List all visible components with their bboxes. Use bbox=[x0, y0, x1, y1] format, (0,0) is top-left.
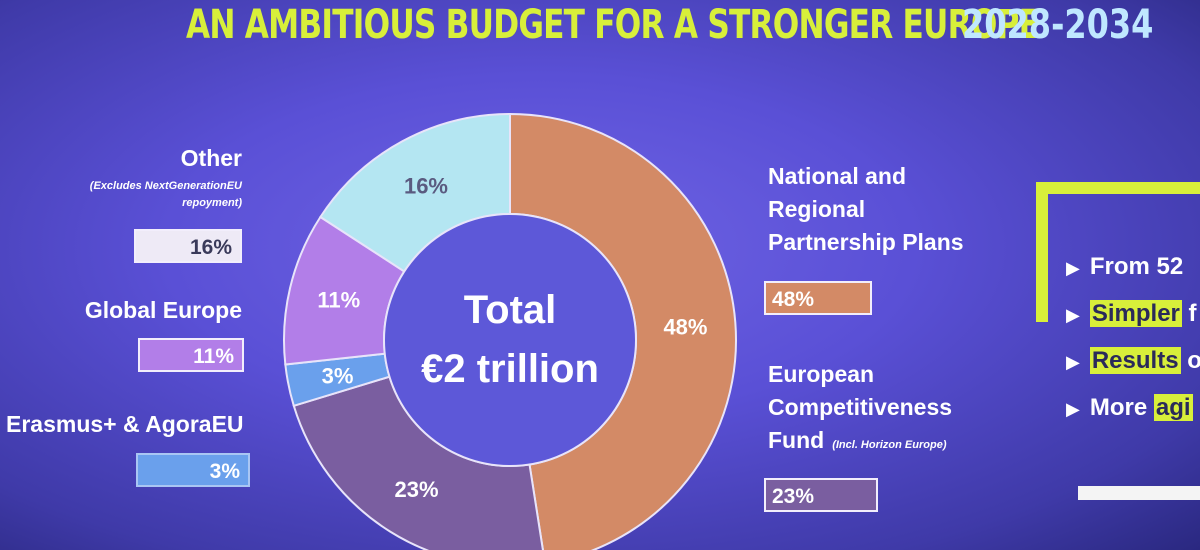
slice-label: 16% bbox=[404, 173, 448, 198]
slice-label: 11% bbox=[317, 287, 360, 312]
highlight-panel-frame bbox=[1036, 182, 1200, 322]
legend-competitiveness-label: European Competitiveness Fund (Incl. Hori… bbox=[768, 361, 953, 453]
legend-other-label: Other bbox=[180, 145, 242, 171]
bullet-item: ▶ From 52 bbox=[1066, 253, 1184, 280]
arrow-icon: ▶ bbox=[1066, 258, 1080, 278]
bullet-item: ▶ More agi bbox=[1066, 394, 1193, 421]
center-total-label: Total bbox=[464, 288, 557, 332]
arrow-icon: ▶ bbox=[1066, 305, 1080, 325]
legend-erasmus-value: 3% bbox=[136, 453, 250, 487]
bullet-list: ▶ From 52 ▶ Simpler f ▶ Results o ▶ More agi bbox=[1066, 244, 1200, 432]
legend-national-label: National and Regional Partnership Plans bbox=[768, 163, 964, 255]
legend-other-value: 16% bbox=[134, 229, 242, 263]
legend-national-value: 48% bbox=[764, 281, 872, 315]
donut-hole bbox=[383, 213, 637, 467]
decorative-bar bbox=[1078, 486, 1200, 500]
slice-label: 3% bbox=[322, 363, 354, 388]
legend-global-europe-label: Global Europe bbox=[84, 297, 242, 323]
slice-label: 48% bbox=[663, 314, 707, 339]
legend-erasmus-label: Erasmus+ & AgoraEU bbox=[6, 411, 244, 437]
arrow-icon: ▶ bbox=[1066, 399, 1080, 419]
arrow-icon: ▶ bbox=[1066, 352, 1080, 372]
page-title: AN AMBITIOUS BUDGET FOR A STRONGER EUROP… bbox=[186, 2, 1040, 48]
legend-competitiveness-value: 23% bbox=[764, 478, 878, 512]
bullet-item: ▶ Results o bbox=[1066, 347, 1200, 374]
center-amount-label: €2 trillion bbox=[421, 347, 599, 391]
legend-other-note: (Excludes NextGenerationEU repoyment) bbox=[89, 180, 242, 209]
slice-label: 23% bbox=[395, 477, 439, 502]
legend-global-europe-value: 11% bbox=[138, 338, 244, 372]
legend-competitiveness-note: (Incl. Horizon Europe) bbox=[832, 439, 947, 451]
years-label: 2028-2034 bbox=[962, 2, 1154, 48]
bullet-item: ▶ Simpler f bbox=[1066, 300, 1197, 327]
